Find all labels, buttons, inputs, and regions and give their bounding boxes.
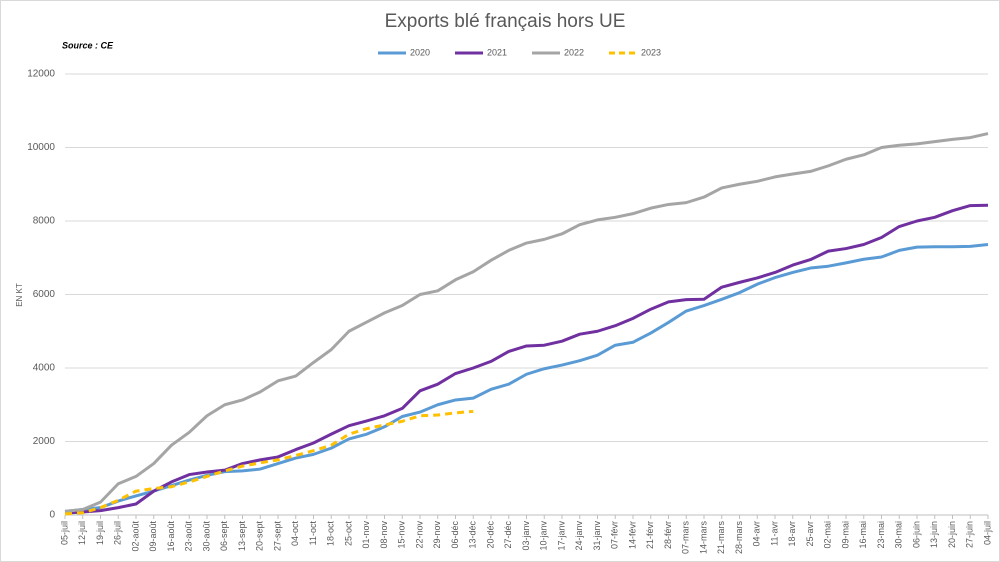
x-tick-label: 12-juil — [77, 521, 87, 545]
chart-title: Exports blé français hors UE — [385, 11, 626, 32]
x-tick-label: 05-juil — [59, 521, 69, 545]
x-tick-label: 21-févr — [645, 521, 655, 549]
x-tick-label: 04-juil — [982, 521, 992, 545]
x-tick-label: 06-sept — [219, 521, 229, 552]
x-tick-label: 09-mai — [840, 521, 850, 549]
x-tick-label: 11-avr — [769, 521, 779, 546]
x-tick-label: 11-oct — [308, 521, 318, 546]
source-note: Source : CE — [62, 40, 114, 50]
y-tick-label: 6000 — [33, 289, 56, 300]
x-tick-label: 16-août — [166, 521, 176, 552]
x-tick-label: 04-oct — [290, 521, 300, 547]
legend-label: 2023 — [641, 47, 661, 57]
x-tick-label: 29-nov — [432, 521, 442, 549]
x-tick-label: 26-juil — [113, 521, 123, 545]
x-tick-label: 20-déc — [485, 521, 495, 549]
x-tick-label: 02-mai — [823, 521, 833, 549]
series-line — [64, 203, 989, 515]
legend-label: 2020 — [410, 47, 430, 57]
x-tick-label: 13-sept — [237, 521, 247, 552]
x-tick-label: 30-août — [201, 521, 211, 552]
x-tick-label: 04-avr — [752, 521, 762, 547]
y-tick-label: 2000 — [33, 436, 56, 447]
x-tick-label: 07-févr — [610, 521, 620, 549]
x-tick-label: 07-mars — [681, 521, 691, 555]
series-line — [64, 132, 989, 513]
x-tick-label: 13-déc — [468, 521, 478, 549]
x-tick-label: 31-janv — [592, 521, 602, 551]
y-axis-label: EN KT — [15, 283, 24, 307]
x-tick-label: 06-déc — [450, 521, 460, 549]
x-tick-label: 06-juin — [911, 521, 921, 548]
x-tick-label: 21-mars — [716, 521, 726, 555]
x-tick-label: 23-août — [184, 521, 194, 552]
legend-label: 2021 — [487, 47, 507, 57]
x-tick-label: 17-janv — [556, 521, 566, 551]
x-tick-label: 14-févr — [627, 521, 637, 549]
x-tick-label: 02-août — [130, 521, 140, 552]
y-tick-label: 0 — [49, 510, 55, 521]
x-tick-label: 27-déc — [503, 521, 513, 549]
x-tick-label: 20-juin — [947, 521, 957, 548]
x-tick-label: 23-mai — [876, 521, 886, 549]
x-tick-label: 24-janv — [574, 521, 584, 551]
x-tick-label: 28-mars — [734, 521, 744, 555]
x-tick-label: 20-sept — [255, 521, 265, 552]
x-tick-label: 16-mai — [858, 521, 868, 549]
x-tick-label: 28-févr — [663, 521, 673, 549]
legend-label: 2022 — [564, 47, 584, 57]
x-tick-label: 09-août — [148, 521, 158, 552]
x-tick-label: 25-oct — [343, 521, 353, 547]
x-tick-label: 13-juin — [929, 521, 939, 548]
x-tick-label: 01-nov — [361, 521, 371, 549]
x-tick-label: 19-juil — [95, 521, 105, 545]
x-tick-label: 10-janv — [539, 521, 549, 551]
x-tick-label: 14-mars — [698, 521, 708, 555]
series-line — [64, 409, 474, 516]
x-tick-label: 15-nov — [397, 521, 407, 549]
x-tick-label: 27-juin — [965, 521, 975, 548]
x-tick-label: 22-nov — [414, 521, 424, 549]
x-tick-label: 25-avr — [805, 521, 815, 547]
x-tick-label: 30-mai — [894, 521, 904, 549]
x-tick-label: 18-avr — [787, 521, 797, 547]
y-tick-label: 10000 — [27, 142, 55, 153]
x-tick-label: 18-oct — [326, 521, 336, 547]
y-tick-label: 4000 — [33, 363, 56, 374]
y-tick-label: 12000 — [27, 69, 55, 80]
x-tick-label: 27-sept — [272, 521, 282, 552]
y-tick-label: 8000 — [33, 216, 56, 227]
x-tick-label: 03-janv — [521, 521, 531, 551]
x-tick-label: 08-nov — [379, 521, 389, 549]
